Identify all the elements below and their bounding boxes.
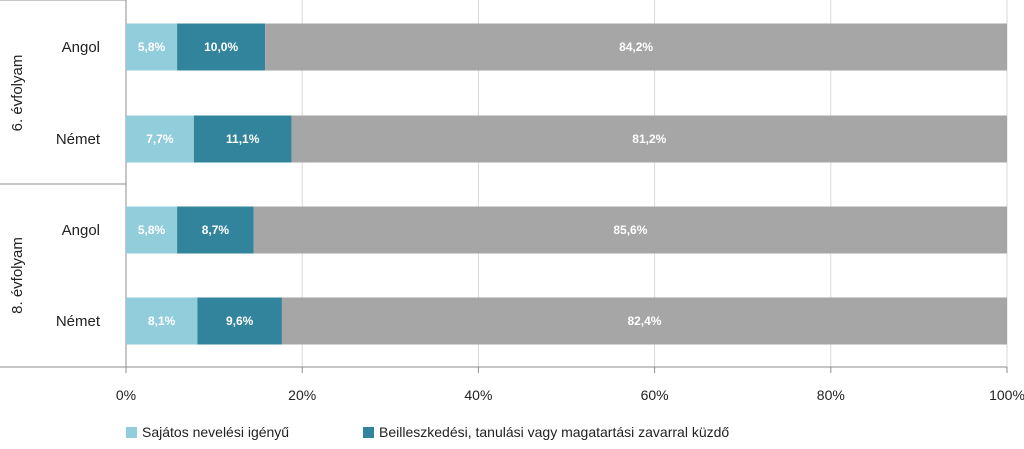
data-label: 5,8% — [138, 223, 166, 237]
category-label: Angol — [62, 39, 100, 56]
data-label: 82,4% — [627, 314, 661, 328]
x-tick-label: 80% — [817, 387, 845, 403]
category-label: Angol — [62, 222, 100, 239]
legend-swatch — [126, 427, 137, 438]
data-label: 84,2% — [619, 40, 653, 54]
data-label: 9,6% — [226, 314, 254, 328]
bar-segment — [126, 23, 178, 71]
data-label: 10,0% — [204, 40, 238, 54]
legend-label: Sajátos nevelési igényű — [142, 424, 289, 440]
category-label: Német — [56, 313, 101, 330]
bar-segment — [197, 297, 282, 345]
bar-segment — [177, 23, 266, 71]
legend-swatch — [363, 427, 374, 438]
bar-segment — [193, 115, 292, 163]
group-label: 8. évfolyam — [9, 237, 26, 314]
x-tick-label: 0% — [116, 387, 136, 403]
bar-segment — [253, 206, 1007, 254]
data-label: 5,8% — [138, 40, 166, 54]
x-tick-label: 60% — [641, 387, 669, 403]
data-label: 85,6% — [613, 223, 647, 237]
group-label: 6. évfolyam — [9, 55, 26, 132]
bar-segment — [291, 115, 1007, 163]
data-label: 8,1% — [148, 314, 176, 328]
legend-label: Beilleszkedési, tanulási vagy magatartás… — [379, 424, 729, 440]
bar-segment — [126, 206, 178, 254]
bar-segment — [126, 115, 194, 163]
data-label: 7,7% — [146, 132, 174, 146]
x-tick-label: 40% — [464, 387, 492, 403]
bar-segment — [265, 23, 1007, 71]
data-label: 8,7% — [202, 223, 230, 237]
bar-segment — [281, 297, 1007, 345]
data-label: 81,2% — [632, 132, 666, 146]
x-tick-label: 100% — [989, 387, 1024, 403]
bar-segment — [177, 206, 254, 254]
data-label: 11,1% — [226, 132, 260, 146]
category-label: Német — [56, 131, 101, 148]
x-tick-label: 20% — [288, 387, 316, 403]
bar-segment — [126, 297, 198, 345]
